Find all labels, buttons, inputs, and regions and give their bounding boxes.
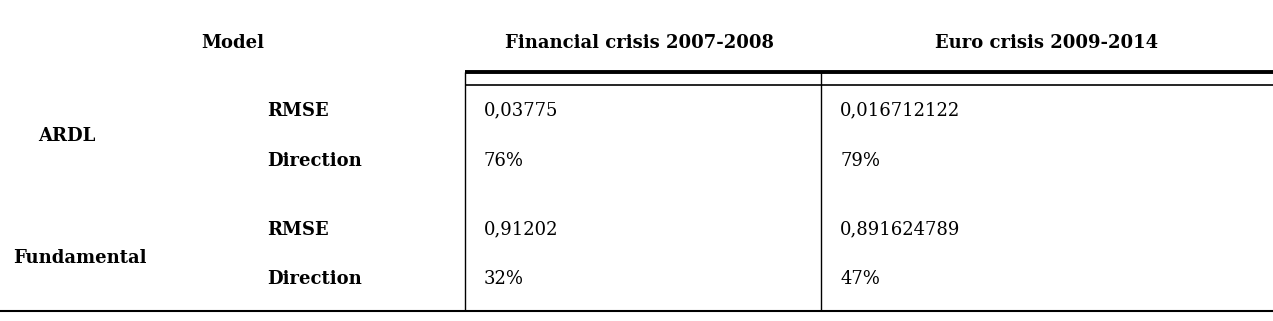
Text: ARDL: ARDL bbox=[38, 127, 95, 145]
Text: Euro crisis 2009-2014: Euro crisis 2009-2014 bbox=[934, 34, 1158, 52]
Text: Financial crisis 2007-2008: Financial crisis 2007-2008 bbox=[504, 34, 774, 52]
Text: 47%: 47% bbox=[840, 270, 880, 288]
Text: Direction: Direction bbox=[267, 152, 362, 169]
Text: Model: Model bbox=[201, 34, 264, 52]
Text: 79%: 79% bbox=[840, 152, 880, 169]
Text: 76%: 76% bbox=[484, 152, 523, 169]
Text: 0,891624789: 0,891624789 bbox=[840, 221, 961, 239]
Text: 0,016712122: 0,016712122 bbox=[840, 102, 960, 120]
Text: RMSE: RMSE bbox=[267, 221, 328, 239]
Text: 0,91202: 0,91202 bbox=[484, 221, 559, 239]
Text: Fundamental: Fundamental bbox=[13, 249, 146, 267]
Text: Direction: Direction bbox=[267, 270, 362, 288]
Text: 32%: 32% bbox=[484, 270, 523, 288]
Text: 0,03775: 0,03775 bbox=[484, 102, 558, 120]
Text: RMSE: RMSE bbox=[267, 102, 328, 120]
